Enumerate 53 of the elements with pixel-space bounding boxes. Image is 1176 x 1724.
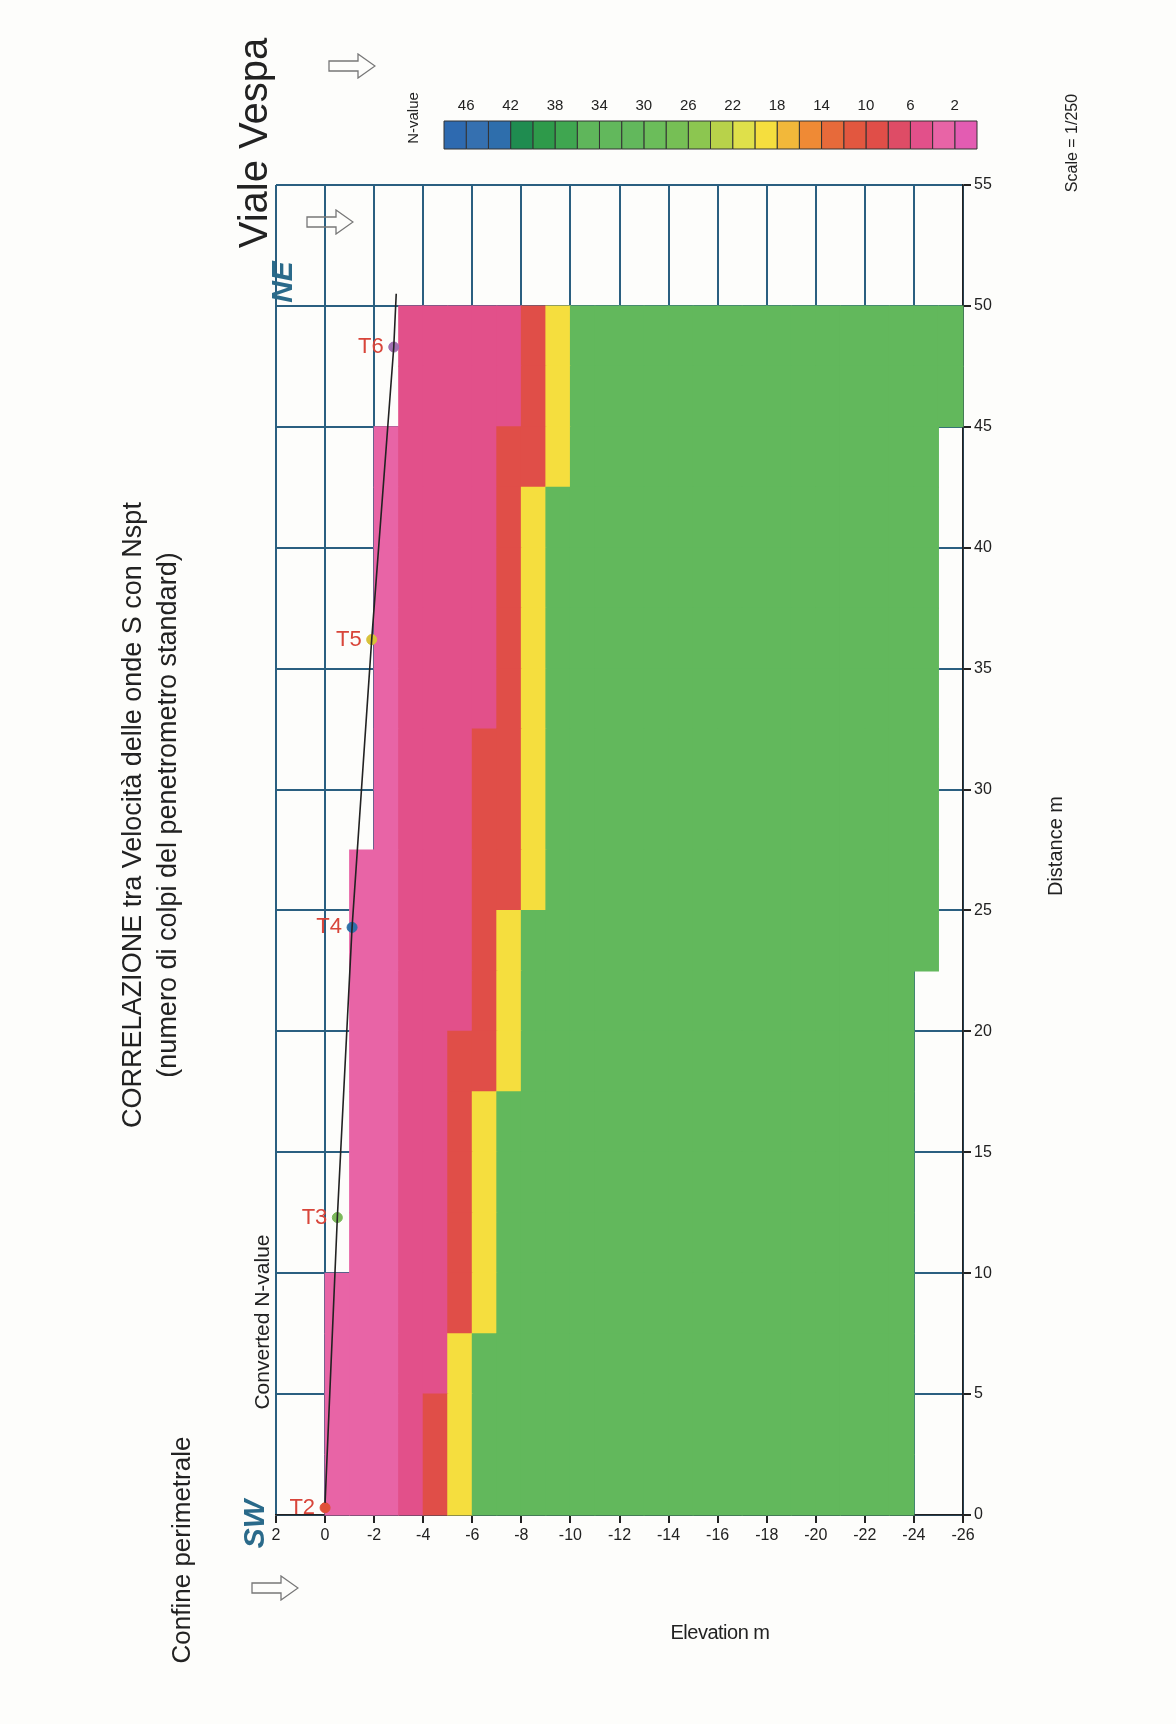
text: Scale = 1/250 [1063, 93, 1081, 193]
annotation: T5 [336, 625, 362, 651]
x-tick-label: -22 [853, 1526, 877, 1544]
y-tick-label: 35 [974, 659, 992, 677]
x-tick-label: 0 [320, 1526, 330, 1544]
y-tick-label: 50 [974, 296, 992, 314]
x-tick-label: -24 [902, 1526, 926, 1544]
color-bar-label: 46 [457, 95, 475, 113]
color-bar-label: 10 [857, 95, 875, 113]
x-tick-label: 2 [271, 1526, 281, 1544]
y-tick-label: 15 [974, 1142, 992, 1160]
y-tick-label: 40 [974, 538, 992, 556]
x-tick-label: -2 [367, 1526, 382, 1544]
color-bar-label: 26 [679, 95, 697, 113]
color-bar-label: 18 [768, 95, 786, 113]
color-bar-label: 42 [502, 95, 519, 113]
y-tick-label: 30 [974, 779, 992, 797]
x-tick-label: -26 [951, 1526, 975, 1544]
x-tick-label: -8 [514, 1526, 529, 1544]
x-tick-label: -4 [416, 1526, 431, 1544]
text: Viale Vespa [230, 37, 276, 249]
x-axis-title: Elevation m [670, 1620, 770, 1644]
x-tick-label: -18 [755, 1526, 779, 1544]
x-tick-label: -20 [804, 1526, 828, 1544]
x-tick-label: -14 [657, 1526, 681, 1544]
y-tick-label: 0 [974, 1505, 983, 1523]
color-bar-label: 14 [813, 95, 830, 113]
color-bar-label: 6 [906, 95, 915, 113]
y-tick-label: 20 [974, 1021, 992, 1039]
color-bar-label: 2 [950, 95, 959, 113]
text: Confine perimetrale [165, 1436, 197, 1664]
color-bar-label: 22 [724, 95, 742, 113]
x-tick-label: -10 [558, 1526, 583, 1544]
color-bar-title: N-value [403, 92, 421, 144]
text: CORRELAZIONE tra Velocità delle onde S con Nspt [116, 502, 148, 1128]
x-tick-label: -16 [706, 1526, 730, 1544]
y-tick-label: 25 [974, 900, 992, 918]
text: (numero di colpi del penetrometro standard) [151, 552, 183, 1078]
color-bar-label: 38 [546, 95, 564, 113]
y-axis-title: Distance m [1043, 795, 1067, 897]
y-tick-label: 10 [974, 1263, 992, 1281]
text: SW [237, 1499, 271, 1549]
x-tick-label: -12 [607, 1526, 632, 1544]
color-bar-label: 30 [635, 95, 653, 113]
y-tick-label: 45 [974, 417, 992, 435]
x-tick-label: -6 [465, 1526, 480, 1544]
point [319, 1502, 331, 1514]
text: Converted N-value [250, 1234, 274, 1410]
y-tick-label: 55 [974, 175, 992, 193]
annotation: NE [265, 261, 299, 303]
color-bar-label: 34 [591, 95, 608, 113]
y-tick-label: 5 [974, 1384, 983, 1402]
annotation: T2 [289, 1493, 316, 1519]
